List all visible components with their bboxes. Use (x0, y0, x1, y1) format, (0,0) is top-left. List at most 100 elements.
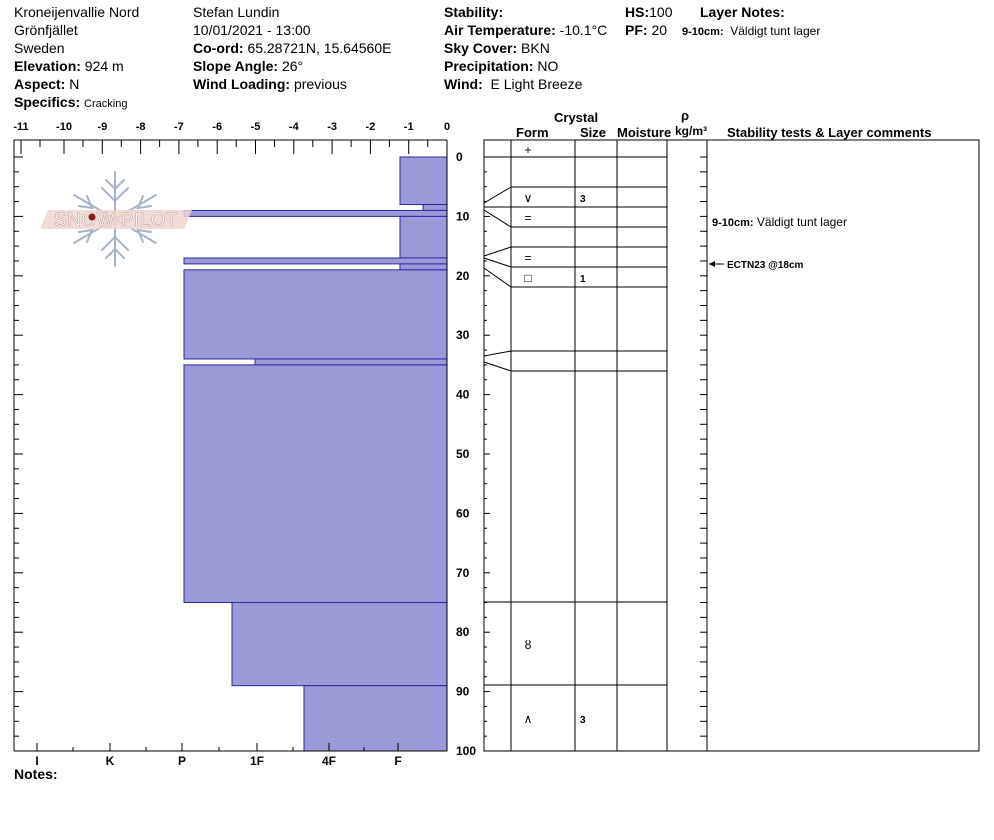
crystal-header: Crystal (554, 110, 599, 125)
pf-row: PF: 20 (625, 22, 667, 38)
wind-loading-value: previous (293, 76, 347, 92)
stability-row: Stability: (444, 4, 503, 20)
pf-value: 20 (651, 22, 668, 38)
crystal-form: = (524, 251, 531, 265)
hardness-bar-1 (422, 204, 448, 211)
snowpilot-logo: SNOW PILOT (40, 171, 192, 267)
elevation-row: Elevation: 924 m (14, 58, 124, 74)
hardness-bar-2 (183, 209, 448, 217)
temp-tick-label: -2 (366, 121, 376, 133)
coord-value: 65.28721N, 15.64560E (247, 40, 392, 56)
hardness-bar-6 (183, 269, 448, 360)
hardness-plot-frame (13, 139, 448, 752)
crystal-size: 1 (580, 274, 586, 285)
hs-row: HS:100 (625, 4, 672, 20)
observation-datetime: 10/01/2021 - 13:00 (193, 22, 311, 38)
logo-text: SNOW PILOT (54, 210, 178, 231)
crystal-form: = (524, 211, 531, 225)
depth-tick-label: 0 (456, 150, 463, 164)
observer-name: Stefan Lundin (193, 4, 280, 20)
layer-connector (483, 267, 512, 288)
hardness-tick-label: 4F (322, 754, 336, 768)
depth-tick-label: 60 (456, 506, 470, 520)
table-frame (483, 139, 980, 752)
hardness-tick-label: 1F (250, 754, 264, 768)
layer-comments: 9-10cm: Väldigt tunt lager ECTN23 @18cm (709, 215, 847, 271)
crystal-size: 3 (580, 715, 586, 726)
depth-tick-label: 50 (456, 447, 470, 461)
slope-value: 26° (281, 58, 304, 74)
hardness-bar-8 (183, 364, 448, 603)
depth-tick-label: 40 (456, 388, 470, 402)
coord-label: Co-ord: (193, 40, 244, 56)
hs-value: 100 (649, 4, 673, 20)
sky-value: BKN (521, 40, 550, 56)
elevation-value: 924 m (84, 58, 124, 74)
specifics-label: Specifics: (14, 94, 81, 110)
air-temp-value: -10.1°C (559, 22, 608, 38)
wind-loading-row: Wind Loading: previous (193, 76, 347, 92)
hardness-tick-label: K (106, 754, 115, 768)
crystal-form: ȣ (525, 638, 532, 652)
temp-tick-label: -1 (404, 121, 414, 133)
crystal-form: ∨ (524, 191, 533, 205)
temperature-axis: -11 -10 -9 -8 -7 -6 -5 -4 -3 -2 -1 0 (13, 121, 450, 154)
aspect-value: N (69, 76, 80, 92)
layer-notes-label: Layer Notes: (700, 4, 785, 20)
hardness-bar-4 (183, 257, 448, 265)
depth-tick-label: 70 (456, 566, 470, 580)
form-header: Form (516, 125, 549, 140)
stability-label: Stability: (444, 4, 504, 20)
hardness-tick-label: P (178, 754, 186, 768)
rho-header: ρ (681, 108, 690, 123)
layer-note-row: 9-10cm: Väldigt tunt lager (682, 23, 820, 40)
depth-tick-label: 90 (456, 685, 470, 699)
hardness-tick-label: F (394, 754, 401, 768)
wind-label: Wind: (444, 76, 483, 92)
elevation-label: Elevation: (14, 58, 81, 74)
temp-tick-label: -8 (136, 121, 146, 133)
layer-connector (483, 350, 512, 357)
wind-value: E Light Breeze (490, 76, 583, 92)
wind-row: Wind: E Light Breeze (444, 76, 582, 92)
layer-connector (483, 246, 512, 257)
area-name: Grönfjället (14, 22, 78, 38)
crystal-form: ∧ (524, 712, 533, 726)
size-header: Size (580, 125, 607, 140)
coord-row: Co-ord: 65.28721N, 15.64560E (193, 40, 391, 56)
temp-tick-label: -11 (13, 121, 28, 133)
hardness-layers (183, 156, 448, 752)
hardness-tick-label: I (35, 754, 38, 768)
slope-row: Slope Angle: 26° (193, 58, 303, 74)
layer-connector (483, 361, 512, 372)
temp-tick-label: -5 (251, 121, 261, 133)
depth-tick-label: 30 (456, 328, 470, 342)
depth-tick-label: 10 (456, 209, 470, 223)
layer-note-text: Väldigt tunt lager (730, 24, 821, 38)
specifics-value: Cracking (84, 98, 128, 110)
layer-boundaries (483, 156, 667, 686)
hardness-bar-5 (399, 263, 448, 271)
stability-test-arrowhead (709, 261, 715, 267)
stability-comments-header: Stability tests & Layer comments (727, 125, 932, 140)
country-name: Sweden (14, 40, 65, 56)
precip-row: Precipitation: NO (444, 58, 558, 74)
crystal-rows: + ∨ 3 = = □ 1 ȣ ∧ 3 (524, 143, 586, 726)
sky-label: Sky Cover: (444, 40, 518, 56)
stability-test-text: ECTN23 @18cm (727, 260, 804, 271)
slope-label: Slope Angle: (193, 58, 279, 74)
layer-table (483, 139, 980, 752)
layer-note-depth: 9-10cm: (682, 26, 724, 38)
temp-tick-label: -4 (289, 121, 300, 133)
precip-value: NO (537, 58, 559, 74)
density-unit-header: kg/m³ (675, 124, 708, 138)
crystal-form: + (524, 143, 531, 157)
hs-label: HS: (625, 4, 650, 20)
layer-connector (483, 186, 512, 204)
air-temp-row: Air Temperature: -10.1°C (444, 22, 607, 38)
temp-tick-label: -9 (97, 121, 107, 133)
temp-tick-label: 0 (444, 121, 450, 133)
hardness-bar-7 (254, 358, 448, 366)
hardness-bar-10 (303, 685, 448, 752)
